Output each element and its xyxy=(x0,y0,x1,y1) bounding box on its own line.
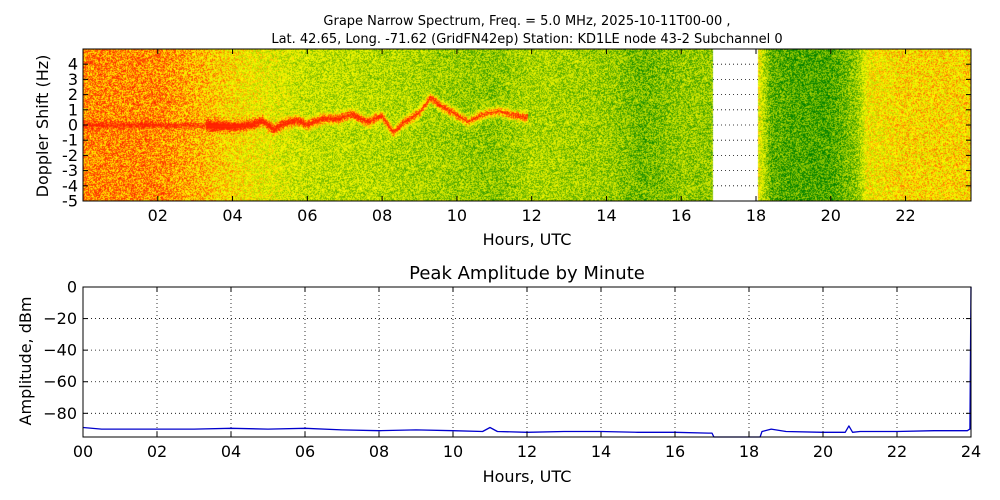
spectrogram-y-tick-label: -4 xyxy=(62,176,78,195)
amplitude-x-ticks: 00 02 04 06 08 10 12 14 16 18 20 22 24 xyxy=(73,287,981,461)
figure-title-line2: Lat. 42.65, Long. -71.62 (GridFN42ep) St… xyxy=(271,32,782,47)
spectrogram-y-tick-label: -5 xyxy=(62,192,78,211)
amplitude-y-tick-label: −20 xyxy=(43,309,77,328)
amplitude-y-tick-label: 0 xyxy=(67,278,77,297)
amplitude-y-axis-label: Amplitude, dBm xyxy=(16,297,35,426)
spectrogram-y-tick-label: -2 xyxy=(62,146,78,165)
spectrogram-x-tick-label: 14 xyxy=(596,206,616,225)
amplitude-y-tick-label: −40 xyxy=(43,341,77,360)
spectrogram-y-axis-label: Doppler Shift (Hz) xyxy=(33,55,52,198)
amplitude-y-ticks: 0 −20 −40 −60 −80 xyxy=(43,278,971,423)
spectrogram-y-tick-label: 4 xyxy=(68,55,78,74)
spectrogram-x-tick-label: 10 xyxy=(447,206,467,225)
spectrogram-x-tick-label: 18 xyxy=(746,206,766,225)
spectrogram-x-tick-label: 04 xyxy=(222,206,242,225)
spectrogram-y-tick-label: 0 xyxy=(68,116,78,135)
amplitude-x-axis-label: Hours, UTC xyxy=(483,467,572,486)
spectrogram-x-tick-label: 02 xyxy=(148,206,168,225)
amplitude-y-tick-label: −80 xyxy=(43,404,77,423)
amplitude-x-tick-label: 18 xyxy=(739,442,759,461)
amplitude-x-tick-label: 06 xyxy=(295,442,315,461)
spectrogram-doppler-trace xyxy=(206,96,528,134)
spectrogram-x-axis-label: Hours, UTC xyxy=(483,230,572,249)
amplitude-x-tick-label: 12 xyxy=(517,442,537,461)
amplitude-x-tick-label: 14 xyxy=(591,442,611,461)
amplitude-x-tick-label: 24 xyxy=(961,442,981,461)
figure-title-line1: Grape Narrow Spectrum, Freq. = 5.0 MHz, … xyxy=(323,14,730,29)
amplitude-chart-title: Peak Amplitude by Minute xyxy=(409,263,645,284)
spectrogram-y-tick-label: -1 xyxy=(62,131,78,150)
spectrogram-x-tick-label: 06 xyxy=(297,206,317,225)
amplitude-plot-area xyxy=(82,286,972,438)
amplitude-x-tick-label: 02 xyxy=(147,442,167,461)
amplitude-x-tick-label: 22 xyxy=(887,442,907,461)
spectrogram-y-tick-label: 3 xyxy=(68,70,78,89)
spectrogram-y-tick-label: -3 xyxy=(62,161,78,180)
spectrogram-y-tick-label: 1 xyxy=(68,100,78,119)
amplitude-x-tick-label: 10 xyxy=(443,442,463,461)
amplitude-y-tick-label: −60 xyxy=(43,372,77,391)
spectrogram-plot-area xyxy=(82,48,972,202)
spectrogram-x-tick-label: 08 xyxy=(372,206,392,225)
spectrogram-x-tick-label: 22 xyxy=(895,206,915,225)
amplitude-chart: Peak Amplitude by Minute 00 02 04 06 08 10 12 1… xyxy=(16,263,981,486)
spectrogram-x-tick-label: 20 xyxy=(821,206,841,225)
spectrogram-x-ticks: 02 04 06 08 10 12 14 16 18 20 22 xyxy=(148,49,916,225)
spectrogram-y-tick-label: 2 xyxy=(68,85,78,104)
spectrogram-x-tick-label: 12 xyxy=(521,206,541,225)
amplitude-x-tick-label: 16 xyxy=(665,442,685,461)
spectrogram-x-tick-label: 16 xyxy=(671,206,691,225)
amplitude-x-tick-label: 08 xyxy=(369,442,389,461)
amplitude-x-tick-label: 00 xyxy=(73,442,93,461)
amplitude-x-tick-label: 04 xyxy=(221,442,241,461)
amplitude-frame xyxy=(82,286,972,438)
spectrogram-heatmap-image xyxy=(83,49,971,201)
amplitude-series-line xyxy=(82,286,972,438)
amplitude-x-tick-label: 20 xyxy=(813,442,833,461)
